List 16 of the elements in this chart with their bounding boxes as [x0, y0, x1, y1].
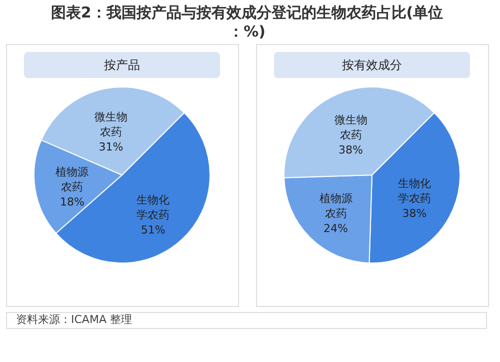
- data-label: 24%: [324, 222, 348, 236]
- text: 资料来源：ICAMA 整理: [16, 313, 132, 326]
- slice-label: 生物化学农药: [398, 177, 431, 206]
- slice-label: 微生物农药: [334, 114, 368, 142]
- slice-label: 植物源农药: [319, 192, 352, 220]
- data-label: 38%: [402, 207, 427, 220]
- data-label: 51%: [140, 223, 166, 236]
- data-label: 38%: [338, 144, 364, 157]
- slice-label: 生物化学农药: [136, 193, 170, 222]
- slice-label: 植物源农药: [56, 166, 89, 194]
- text: 图表2：我国按产品与按有效成分登记的生物农药占比(单位：%): [50, 4, 444, 40]
- chart-subtitle: 按有效成分: [342, 58, 402, 72]
- data-label: 18%: [60, 196, 84, 209]
- data-label: 31%: [98, 140, 124, 154]
- chart-subtitle: 按产品: [104, 58, 140, 72]
- slice-label: 微生物农药: [94, 110, 128, 138]
